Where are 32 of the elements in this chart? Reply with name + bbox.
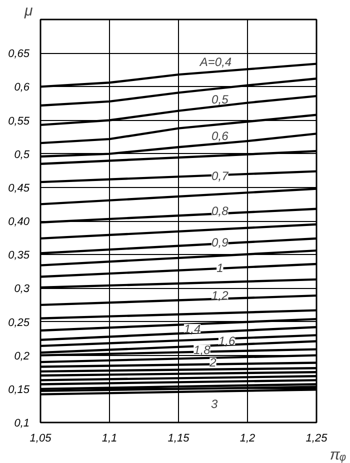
x-tick-label: 1,25 — [306, 432, 328, 444]
annotation: 1,6 — [218, 334, 236, 348]
y-tick-label: 0,15 — [8, 384, 30, 396]
x-tick-label: 1,05 — [30, 432, 52, 444]
annotation: 0,7 — [212, 168, 230, 183]
x-axis-title: πᵩ — [330, 446, 347, 463]
annotation: 0,6 — [212, 129, 229, 144]
annotation: 1,8 — [194, 342, 211, 357]
annotation: 1,4 — [184, 322, 201, 336]
y-tick-label: 0,65 — [8, 48, 30, 60]
y-tick-label: 0,40 — [8, 216, 30, 228]
y-tick-label: 0,5 — [14, 148, 30, 161]
annotation: 0,5 — [212, 92, 229, 106]
y-tick-label: 0,2 — [14, 350, 30, 362]
y-tick-label: 0,45 — [8, 182, 30, 194]
y-tick-label: 0,35 — [8, 250, 30, 262]
x-tick-label: 1,15 — [168, 432, 190, 444]
annotation: 2 — [208, 356, 217, 370]
x-tick-label: 1,2 — [240, 432, 256, 444]
y-tick-label: 0,6 — [14, 82, 30, 94]
y-tick-label: 0,25 — [8, 316, 30, 329]
annotation: 0,9 — [212, 235, 229, 250]
annotation: 3 — [211, 397, 218, 412]
annotation: 1 — [216, 260, 224, 275]
annotation: A=0,4 — [198, 54, 232, 69]
y-tick-label: 0,3 — [14, 283, 30, 296]
y-tick-label: 0,1 — [14, 418, 30, 430]
y-tick-label: 0,55 — [8, 115, 30, 128]
y-axis-title: μ — [24, 2, 33, 20]
x-tick-label: 1,1 — [102, 432, 118, 444]
annotation: 0,8 — [212, 204, 229, 218]
annotation: 1,2 — [212, 288, 229, 302]
